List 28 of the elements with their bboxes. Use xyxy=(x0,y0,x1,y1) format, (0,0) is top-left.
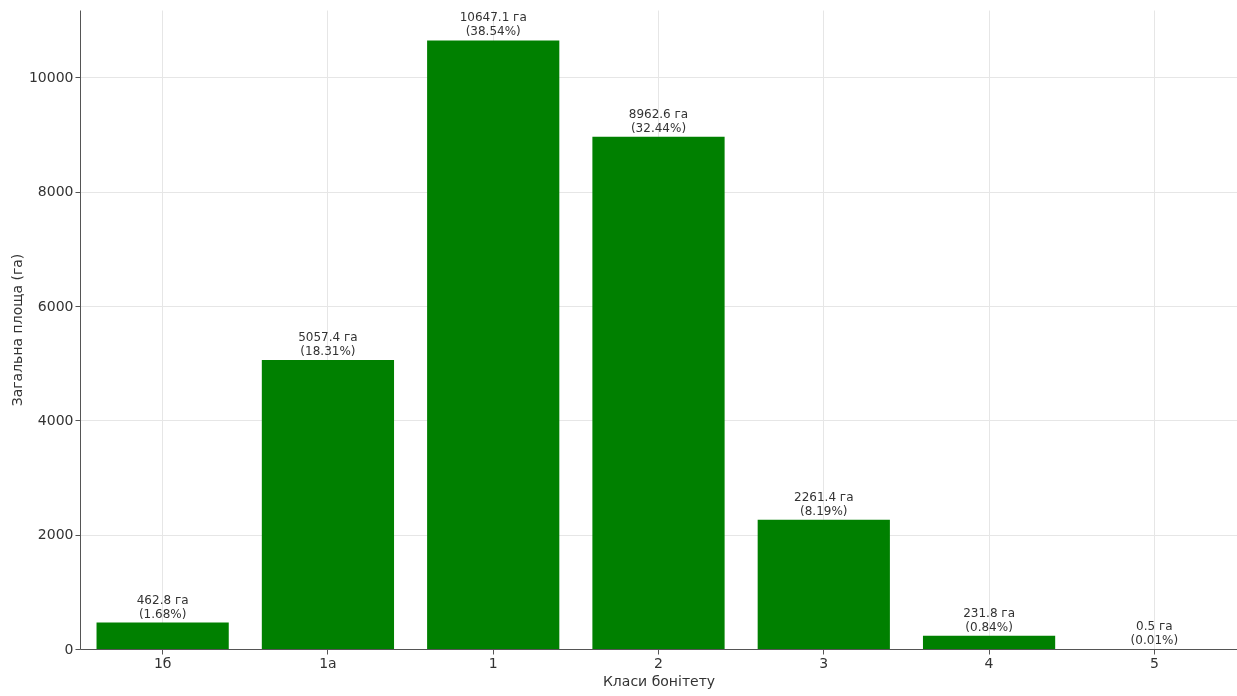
x-tick-label: 1б xyxy=(153,654,172,671)
bar xyxy=(427,40,560,649)
bar xyxy=(922,635,1056,649)
x-tick-label: 1а xyxy=(319,654,337,671)
bar xyxy=(261,359,395,649)
bar xyxy=(592,136,725,649)
data-label: 231.8 га (0.84%) xyxy=(963,605,1015,634)
x-tick-label: 1 xyxy=(488,654,498,671)
x-tick-label: 4 xyxy=(984,654,994,671)
x-axis-title: Класи бонітету xyxy=(602,672,716,689)
data-label: 10647.1 га (38.54%) xyxy=(459,10,527,39)
x-tick-label: 5 xyxy=(1149,654,1159,671)
data-label: 8962.6 га (32.44%) xyxy=(628,106,689,135)
y-axis-title: Загальна площа (га) xyxy=(8,253,25,407)
y-tick-label: 4000 xyxy=(37,411,74,428)
data-label: 0.5 га (0.01%) xyxy=(1130,618,1179,647)
data-label: 5057.4 га (18.31%) xyxy=(298,329,358,358)
bar xyxy=(757,519,890,649)
y-tick-label: 2000 xyxy=(37,526,74,543)
y-tick-label: 0 xyxy=(64,640,74,657)
y-tick-label: 6000 xyxy=(37,297,74,314)
y-tick-label: 10000 xyxy=(28,68,74,85)
data-label: 2261.4 га (8.19%) xyxy=(794,489,854,518)
x-tick-label: 3 xyxy=(819,654,829,671)
x-tick-label: 2 xyxy=(654,654,663,671)
y-tick-label: 8000 xyxy=(37,183,74,200)
data-label: 462.8 га (1.68%) xyxy=(136,592,189,621)
bar xyxy=(96,622,229,649)
